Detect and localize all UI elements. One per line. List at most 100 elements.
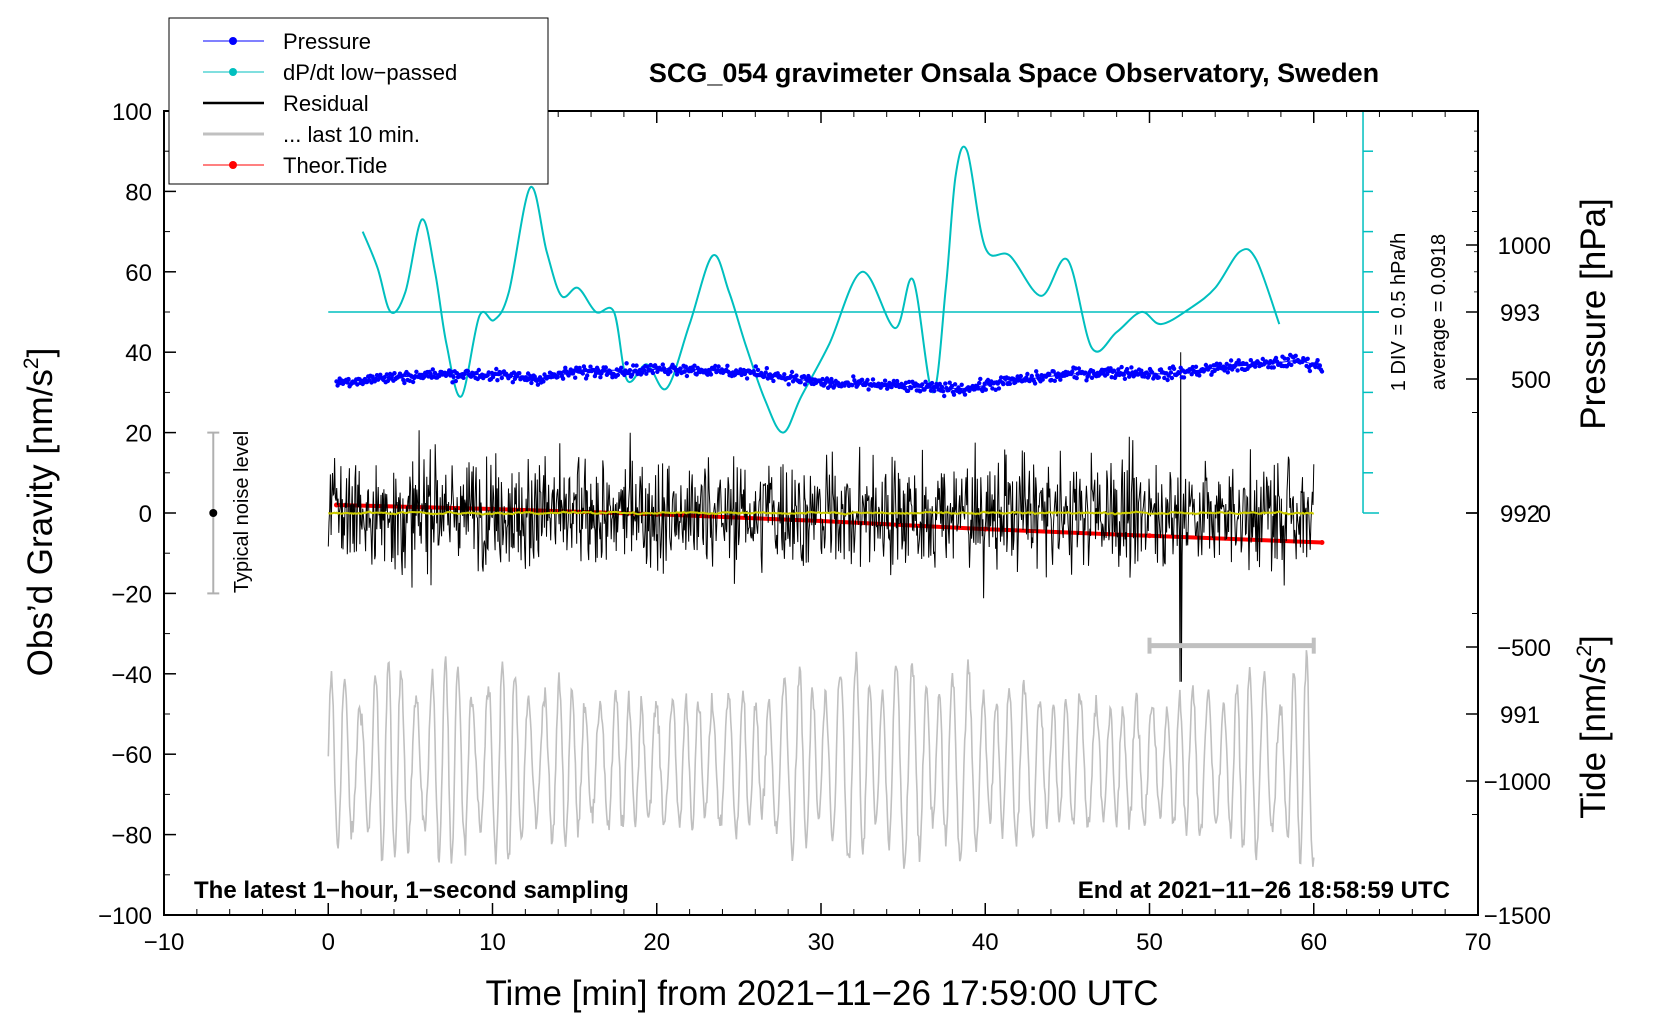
pressure-point [1047,371,1052,377]
pressure-point [882,378,888,383]
pressure-point [762,374,767,379]
pressure-point [574,365,579,370]
pressure-point [577,365,582,371]
y-tick-label: 40 [125,340,152,367]
residual-line [327,352,1315,682]
pressure-point [1139,368,1144,373]
pressure-point [1293,353,1298,358]
pressure-point [975,386,981,391]
pressure-point [859,377,865,382]
pressure-point [753,364,758,369]
legend-box [168,17,549,185]
pressure-point [1074,375,1079,381]
pressure-point [1169,375,1175,381]
pressure-point [528,373,533,379]
pressure-point [432,370,438,376]
legend-label: ... last 10 min. [283,122,420,147]
pressure-point [866,387,871,392]
pressure-point [1105,371,1110,377]
residual-mean-line [328,510,1314,516]
pressure-point [335,383,340,388]
pressure-point [1189,372,1194,377]
pressure-point [1052,378,1058,383]
pressure-point [1313,364,1318,370]
pressure-point [691,367,696,373]
pressure-point [375,377,381,382]
pressure-point [713,363,718,369]
pressure-point [909,385,914,391]
pressure-point [1235,368,1240,373]
y-tick-label: −20 [111,581,152,608]
pressure-point [764,366,769,371]
y-tick-label: −100 [98,903,152,930]
pressure-point [346,376,351,382]
pressure-point [751,369,756,374]
pressure-point [1236,358,1241,363]
pressure-point [648,362,653,368]
pressure-point [939,384,945,390]
pressure-point [977,380,982,386]
pressure-point [947,380,952,385]
right-axis-ticks: 993 992 991 1000 500 0 −500 −1000 −1500 [1466,130,1551,930]
pressure-point [807,376,812,381]
y-tick-label: 80 [125,179,152,206]
pressure-point [1305,356,1310,361]
pressure-point [1266,365,1271,370]
pressure-point [450,380,455,385]
pressure-point [1212,368,1217,373]
pressure-point [476,367,481,373]
tide-axis-label: Tide [nm/s2] [1573,635,1613,819]
pressure-point [1307,368,1313,374]
pressure-point [1315,358,1320,363]
pressure-point [1073,366,1078,371]
pressure-point [631,363,636,368]
pressure-point [585,373,590,378]
pressure-point [493,371,498,376]
pressure-point [1203,362,1209,368]
pressure-point [716,364,721,369]
pressure-point [692,363,697,368]
pressure-point [1289,362,1294,368]
pressure-point [1058,377,1063,382]
noise-center-dot [209,509,218,517]
pressure-point [1193,364,1199,369]
pressure-point [619,365,624,370]
pressure-point [1197,373,1202,378]
pressure-point [555,374,560,380]
pressure-point [453,378,458,384]
pressure-point [650,370,656,376]
pressure-point [1032,381,1038,386]
pressure-point [942,393,947,399]
pressure-point [1083,370,1088,375]
pressure-point [486,370,491,375]
pressure-point [828,383,833,388]
pressure-point [763,370,768,375]
x-tick-label: 10 [479,929,506,956]
pressure-point [660,362,665,367]
x-axis-ticks: −10 0 10 20 30 40 50 60 70 [144,111,1491,956]
pressure-point [1122,376,1128,381]
pressure-point [494,366,499,372]
legend-marker [229,68,237,76]
pressure-point [1011,376,1016,381]
y-axis-label: Obs’d Gravity [nm/s2] [20,348,60,677]
x-tick-label: 0 [322,929,335,956]
pressure-point [532,374,537,379]
pressure-point [1084,378,1089,383]
pressure-point [1227,363,1233,368]
pressure-point [1190,364,1196,370]
theor-tide-point [1147,533,1152,539]
y-tick-label: 0 [139,501,152,528]
pressure-series [334,352,1325,399]
pressure-point [887,380,892,386]
tide-tick-label: −1000 [1484,769,1551,796]
pressure-point [448,373,453,378]
legend-label: Pressure [283,29,371,54]
pressure-point [978,376,983,382]
pressure-point [633,368,638,373]
pressure-point [1171,366,1177,371]
last-10-min-line [327,650,1315,869]
x-tick-label: 30 [808,929,835,956]
pressure-point [1150,370,1155,375]
pressure-point [990,386,995,391]
